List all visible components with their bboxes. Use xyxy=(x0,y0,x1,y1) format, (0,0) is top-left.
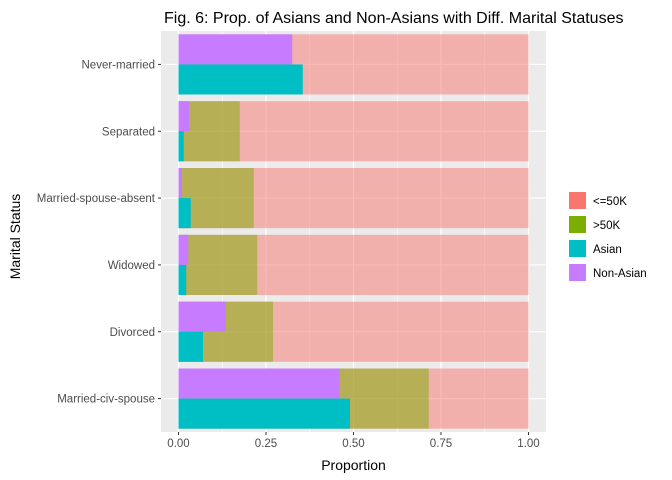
y-tick-label-widowed: Widowed xyxy=(108,260,155,272)
bar-gt50k-married-spouse-absent xyxy=(178,168,254,229)
y-tick-label-married-civ-spouse: Married-civ-spouse xyxy=(57,394,155,406)
x-tick-label: 0.25 xyxy=(255,438,277,450)
bar-nonasian-married-spouse-absent xyxy=(178,168,182,199)
bar-nonasian-never-married xyxy=(178,34,293,65)
y-axis-ticks: Never-married Separated Married-spouse-abs… xyxy=(37,59,161,406)
bar-asian-married-civ-spouse xyxy=(178,398,350,429)
x-tick-label: 0.00 xyxy=(167,438,189,450)
bar-asian-never-married xyxy=(178,64,303,95)
x-axis-title: Proportion xyxy=(321,457,386,473)
y-tick-label-never-married: Never-married xyxy=(82,59,156,71)
bar-nonasian-separated xyxy=(178,101,189,132)
bar-asian-widowed xyxy=(178,264,187,295)
legend: <=50K >50K Asian Non-Asian xyxy=(569,192,647,281)
y-axis-title: Marital Status xyxy=(7,194,23,280)
legend-label: >50K xyxy=(593,220,621,232)
x-tick-label: 0.50 xyxy=(342,438,364,450)
bar-nonasian-widowed xyxy=(178,234,189,265)
legend-swatch-non-asian xyxy=(569,264,586,281)
bar-asian-separated xyxy=(178,131,184,162)
x-tick-label: 1.00 xyxy=(517,438,539,450)
x-tick-label: 0.75 xyxy=(430,438,452,450)
bar-asian-married-spouse-absent xyxy=(178,198,191,229)
bar-gt50k-widowed xyxy=(178,234,258,295)
legend-swatch-gt50k xyxy=(569,216,586,233)
legend-swatch-asian xyxy=(569,240,586,257)
bar-nonasian-married-civ-spouse xyxy=(178,368,340,399)
legend-label: <=50K xyxy=(593,196,627,208)
chart-title: Fig. 6: Prop. of Asians and Non-Asians w… xyxy=(164,10,623,27)
x-axis-ticks: 0.00 0.25 0.50 0.75 1.00 xyxy=(167,432,540,450)
y-tick-label-separated: Separated xyxy=(102,126,155,138)
bar-nonasian-divorced xyxy=(178,301,226,332)
bar-asian-divorced xyxy=(178,331,203,362)
legend-swatch-le50k xyxy=(569,192,586,209)
y-tick-label-divorced: Divorced xyxy=(110,327,155,339)
legend-label: Asian xyxy=(593,244,622,256)
y-tick-label-married-spouse-absent: Married-spouse-absent xyxy=(37,193,156,205)
bars xyxy=(178,34,529,429)
legend-label: Non-Asian xyxy=(593,268,647,280)
